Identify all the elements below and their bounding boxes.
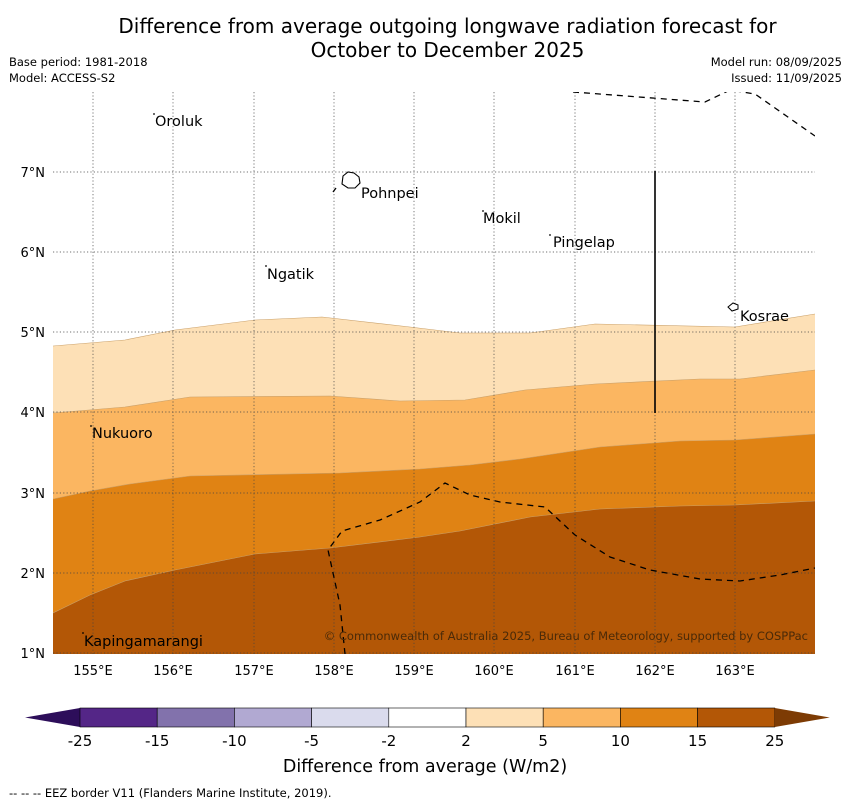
lat-tick-label: 6°N: [21, 246, 46, 261]
place-label-nukuoro: Nukuoro: [92, 426, 153, 442]
lon-tick-label: 161°E: [555, 664, 595, 679]
island-pohnpei: [341, 171, 361, 189]
colorbar-cell: [465, 707, 544, 728]
colorbar-labels: -25 -15 -10 -5 -2 2 5 10 15 25: [68, 732, 785, 750]
lat-tick-label: 1°N: [21, 647, 46, 662]
island-kosrae: [727, 302, 739, 312]
lon-tick-label: 163°E: [715, 664, 755, 679]
colorbar-cells: [25, 707, 830, 728]
colorbar-cell: [311, 707, 390, 728]
colorbar-cell: [388, 707, 467, 728]
band-15-25: [53, 501, 815, 654]
lon-tick-label: 157°E: [234, 664, 274, 679]
lat-tick-label: 4°N: [21, 406, 46, 421]
lon-tick-label: 159°E: [394, 664, 434, 679]
place-label-kosrae: Kosrae: [740, 309, 789, 325]
colorbar-label: 10: [611, 732, 630, 750]
lon-tick-label: 160°E: [474, 664, 514, 679]
band-edges: [53, 313, 815, 614]
lat-tick-label: 2°N: [21, 567, 46, 582]
place-label-kapingamarangi: Kapingamarangi: [84, 634, 203, 650]
graticule: [53, 92, 815, 654]
place-label-pohnpei: Pohnpei: [361, 186, 419, 202]
lat-tick-label: 3°N: [21, 487, 46, 502]
colorbar-title: Difference from average (W/m2): [283, 757, 567, 777]
eez-borders: [327, 92, 815, 654]
map-title: Difference from average outgoing longwav…: [0, 14, 850, 62]
place-label-mokil: Mokil: [483, 211, 521, 227]
place-label-pingelap: Pingelap: [553, 235, 615, 251]
model-name: Model: ACCESS-S2: [9, 71, 116, 85]
copyright-notice: © Commonwealth of Australia 2025, Bureau…: [324, 629, 808, 643]
colorbar-label: -25: [68, 732, 93, 750]
colorbar-extension-high: [774, 708, 830, 727]
title-line-2: October to December 2025: [310, 38, 585, 62]
colorbar-label: -10: [222, 732, 247, 750]
lat-tick-label: 7°N: [21, 166, 46, 181]
place-label-ngatik: Ngatik: [267, 267, 315, 283]
colorbar-label: 2: [461, 732, 471, 750]
lon-tick-label: 162°E: [635, 664, 675, 679]
colorbar-cell: [156, 707, 235, 728]
meta-right: Model run: 08/09/2025 Issued: 11/09/2025: [711, 54, 842, 86]
lat-tick-label: 5°N: [21, 326, 46, 341]
island-dots: [82, 113, 551, 634]
colorbar-label: -5: [304, 732, 319, 750]
lon-tick-label: 158°E: [314, 664, 354, 679]
colorbar-label: 25: [765, 732, 784, 750]
colorbar-label: 15: [688, 732, 707, 750]
map-area: Oroluk Pohnpei Mokil Pingelap Ngatik Kos…: [53, 92, 815, 654]
colorbar-cell: [234, 707, 312, 728]
model-run: Model run: 08/09/2025: [710, 55, 842, 69]
colorbar-cell: [620, 707, 698, 728]
colorbar-cell: [79, 707, 158, 728]
colorbar: -25 -15 -10 -5 -2 2 5 10 15 25 Difference from av…: [25, 707, 830, 777]
colorbar-cell: [697, 707, 776, 728]
issued-date: Issued: 11/09/2025: [731, 71, 842, 85]
lon-tick-label: 156°E: [153, 664, 193, 679]
place-label-oroluk: Oroluk: [155, 114, 203, 130]
eez-footnote: -- -- -- EEZ border V11 (Flanders Marine…: [9, 786, 332, 800]
colorbar-label: -15: [145, 732, 170, 750]
meta-left: Base period: 1981-2018 Model: ACCESS-S2: [9, 54, 148, 86]
colorbar-label: 5: [538, 732, 548, 750]
title-line-1: Difference from average outgoing longwav…: [118, 14, 777, 38]
colorbar-extension-low: [25, 708, 80, 727]
lon-tick-label: 155°E: [73, 664, 113, 679]
colorbar-label: -2: [381, 732, 396, 750]
base-period: Base period: 1981-2018: [9, 55, 148, 69]
colorbar-cell: [542, 707, 621, 728]
